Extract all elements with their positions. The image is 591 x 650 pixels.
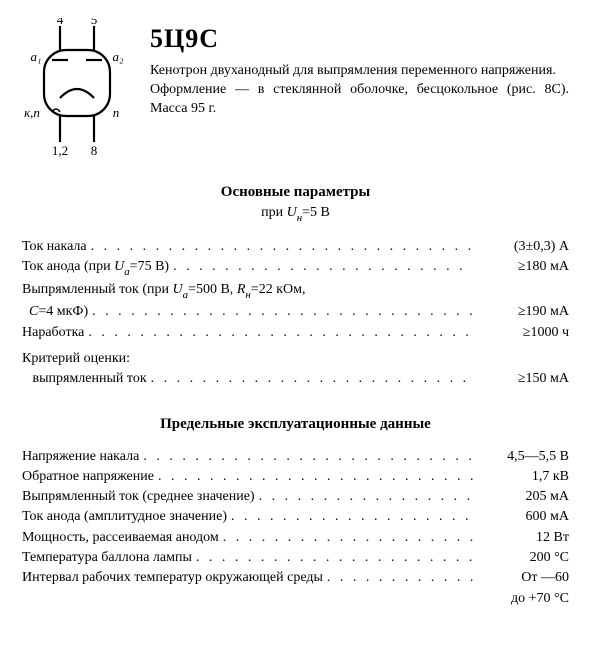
param-label: Наработка — [22, 323, 88, 343]
leader-dots — [158, 467, 473, 487]
param-row: Температура баллона лампы 200 °С — [22, 548, 569, 568]
leader-dots — [259, 487, 473, 507]
param-row: Мощность, рассеиваемая анодом 12 Вт — [22, 528, 569, 548]
param-row: Обратное напряжение 1,7 кВ — [22, 467, 569, 487]
param-value: ≥1000 ч — [473, 323, 569, 343]
sub-suffix: =5 В — [302, 205, 330, 220]
param-row: Наработка ≥1000 ч — [22, 323, 569, 343]
leader-dots — [173, 257, 473, 277]
param-label: Интервал рабочих температур окружающей с… — [22, 568, 327, 588]
sub-prefix: при — [261, 205, 286, 220]
param-label: Выпрямленный ток (при Ua=500 В, Rн=22 кО… — [22, 280, 309, 303]
a2-label: а₂ — [112, 49, 124, 64]
param-value: От —60 — [473, 568, 569, 588]
title-block: 5Ц9С Кенотрон двуханодный для выпрямлени… — [150, 18, 569, 119]
param-value: ≥180 мА — [473, 257, 569, 277]
leader-dots — [196, 548, 473, 568]
param-label: Выпрямленный ток (среднее значение) — [22, 487, 259, 507]
param-label: Ток анода (при Ua=75 В) — [22, 257, 173, 280]
section-main-params-title: Основные параметры — [22, 184, 569, 201]
pin-4-label: 4 — [57, 18, 64, 27]
part-number-title: 5Ц9С — [150, 24, 569, 54]
param-value: до +70 °С — [473, 589, 569, 609]
param-row: Ток накала (3±0,3) А — [22, 237, 569, 257]
sub-sym: U — [287, 205, 297, 220]
section-limits-title: Предельные эксплуатационные данные — [22, 416, 569, 433]
param-label: Критерий оценки: — [22, 349, 134, 369]
param-label: C=4 мкФ) — [22, 302, 92, 322]
pin-12-label: 1,2 — [52, 143, 68, 158]
param-label: Ток накала — [22, 237, 91, 257]
a1-label: а₁ — [30, 49, 41, 64]
leader-dots — [223, 528, 473, 548]
main-params-rows: Ток накала(3±0,3) АТок анода (при Ua=75 … — [22, 237, 569, 390]
param-row: Выпрямленный ток (при Ua=500 В, Rн=22 кО… — [22, 280, 569, 303]
datasheet-page: 4 5 а₁ а₂ к,п п 1,2 8 5Ц9С Кенотрон двух… — [0, 0, 591, 629]
param-label: Напряжение накала — [22, 447, 143, 467]
param-value: ≥150 мА — [473, 369, 569, 389]
leader-dots — [92, 302, 473, 322]
leader-dots — [151, 369, 473, 389]
param-value: 200 °С — [473, 548, 569, 568]
desc-line-1: Кенотрон двуханодный для выпрямления пер… — [150, 63, 556, 78]
description: Кенотрон двуханодный для выпрямления пер… — [150, 62, 569, 119]
param-value: 1,7 кВ — [473, 467, 569, 487]
param-label: выпрямленный ток — [22, 369, 151, 389]
n-label: п — [113, 105, 120, 120]
param-row: Выпрямленный ток (среднее значение) 205 м… — [22, 487, 569, 507]
pin-5-label: 5 — [91, 18, 98, 27]
leader-dots — [91, 237, 473, 257]
desc-line-2: Оформление — в стеклянной оболочке, бесц… — [150, 82, 569, 116]
param-row: Интервал рабочих температур окружающей с… — [22, 568, 569, 588]
param-label: Обратное напряжение — [22, 467, 158, 487]
param-value: 12 Вт — [473, 528, 569, 548]
param-label: Температура баллона лампы — [22, 548, 196, 568]
param-value: ≥190 мА — [473, 302, 569, 322]
param-row: Ток анода (амплитудное значение) 600 мА — [22, 507, 569, 527]
leader-dots — [327, 568, 473, 588]
param-value: 4,5—5,5 В — [473, 447, 569, 467]
param-label: Ток анода (амплитудное значение) — [22, 507, 231, 527]
section-main-params-sub: при Uн=5 В — [22, 205, 569, 223]
header-block: 4 5 а₁ а₂ к,п п 1,2 8 5Ц9С Кенотрон двух… — [22, 18, 569, 158]
leader-dots — [231, 507, 473, 527]
tube-pinout-diagram: 4 5 а₁ а₂ к,п п 1,2 8 — [22, 18, 132, 158]
param-row: Напряжение накала 4,5—5,5 В — [22, 447, 569, 467]
pin-8-label: 8 — [91, 143, 98, 158]
leader-dots — [88, 323, 473, 343]
kn-label: к,п — [24, 105, 40, 120]
param-row: C=4 мкФ) ≥190 мА — [22, 302, 569, 322]
sub-idx: н — [297, 212, 302, 224]
param-row: Критерий оценки: — [22, 349, 569, 369]
param-label: Мощность, рассеиваемая анодом — [22, 528, 223, 548]
param-row: Ток анода (при Ua=75 В) ≥180 мА — [22, 257, 569, 280]
limits-rows: Напряжение накала4,5—5,5 ВОбратное напря… — [22, 447, 569, 609]
leader-dots — [143, 447, 473, 467]
param-value: 600 мА — [473, 507, 569, 527]
gap — [22, 437, 569, 447]
param-value: 205 мА — [473, 487, 569, 507]
param-row: выпрямленный ток ≥150 мА — [22, 369, 569, 389]
param-value: (3±0,3) А — [473, 237, 569, 257]
param-row: до +70 °С — [22, 589, 569, 609]
